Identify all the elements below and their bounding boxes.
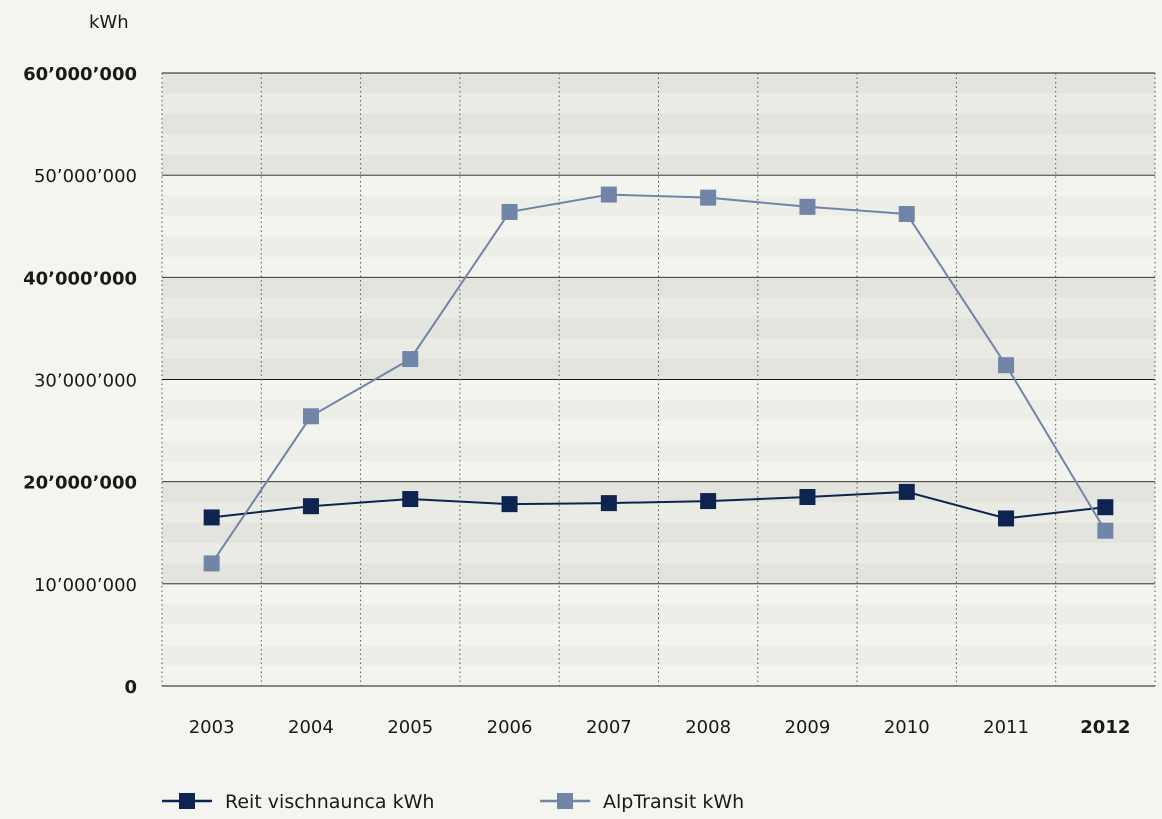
legend-label: Reit vischnaunca kWh: [225, 791, 434, 813]
x-tick-label: 2008: [685, 717, 731, 738]
background-band: [162, 583, 1155, 605]
x-tick-label: 2003: [189, 717, 235, 738]
background-band: [162, 277, 1155, 299]
y-tick-label: 60’000’000: [23, 64, 137, 85]
x-tick-label: 2012: [1080, 717, 1130, 738]
y-tick-label: 30’000’000: [34, 371, 137, 392]
x-axis-tick-labels: 2003 2004 2005 2006 2007 2008 2009 2010 2011 2012: [189, 717, 1131, 738]
series-line: [211, 490, 1106, 520]
data-point: [998, 357, 1015, 374]
data-point: [799, 198, 816, 215]
data-point: [898, 205, 915, 222]
background-band: [162, 93, 1155, 115]
y-axis-tick-labels: 0 10’000’000 20’000’000 30’000’000 40’000’00…: [23, 64, 137, 698]
background-band: [162, 624, 1155, 646]
data-series: [203, 186, 1114, 572]
data-point: [302, 408, 319, 425]
data-point: [700, 189, 717, 206]
data-point: [600, 495, 617, 512]
x-tick-label: 2005: [387, 717, 433, 738]
y-tick-label: 40’000’000: [23, 268, 137, 289]
data-point: [898, 483, 915, 500]
series-1: [203, 483, 1114, 527]
legend-item: Reit vischnaunca kWh: [162, 791, 434, 813]
y-tick-label: 0: [124, 677, 137, 698]
background-band: [162, 542, 1155, 564]
data-point: [402, 351, 419, 368]
data-point: [402, 491, 419, 508]
data-point: [501, 203, 518, 220]
data-point: [1097, 499, 1114, 516]
background-band: [162, 379, 1155, 401]
y-tick-label: 20’000’000: [23, 473, 137, 494]
y-axis-unit-label: kWh: [89, 12, 129, 33]
background-band: [162, 338, 1155, 360]
background-band: [162, 420, 1155, 442]
background-band: [162, 645, 1155, 667]
background-band: [162, 134, 1155, 156]
x-tick-label: 2007: [586, 717, 632, 738]
background-band: [162, 399, 1155, 421]
background-band: [162, 502, 1155, 524]
x-tick-label: 2006: [487, 717, 533, 738]
background-band: [162, 113, 1155, 135]
background-band: [162, 461, 1155, 483]
grid-lines: [161, 72, 1156, 687]
data-point: [700, 493, 717, 510]
data-point: [302, 498, 319, 515]
data-point: [998, 510, 1015, 527]
background-band: [162, 318, 1155, 340]
legend-label: AlpTransit kWh: [603, 791, 744, 813]
legend-marker: [179, 793, 195, 809]
legend: Reit vischnaunca kWh AlpTransit kWh: [162, 791, 744, 813]
data-point: [203, 509, 220, 526]
x-tick-label: 2011: [983, 717, 1029, 738]
series-2: [203, 186, 1114, 572]
x-tick-label: 2010: [884, 717, 930, 738]
data-point: [203, 555, 220, 572]
legend-marker: [557, 793, 573, 809]
legend-item: AlpTransit kWh: [540, 791, 744, 813]
y-tick-label: 10’000’000: [34, 575, 137, 596]
data-point: [1097, 522, 1114, 539]
x-tick-label: 2004: [288, 717, 334, 738]
data-point: [799, 488, 816, 505]
background-band: [162, 154, 1155, 176]
x-tick-label: 2009: [785, 717, 831, 738]
data-point: [600, 186, 617, 203]
y-tick-label: 50’000’000: [34, 166, 137, 187]
series-line: [210, 193, 1107, 564]
background-band: [162, 236, 1155, 258]
background-band: [162, 604, 1155, 626]
data-point: [501, 496, 518, 513]
